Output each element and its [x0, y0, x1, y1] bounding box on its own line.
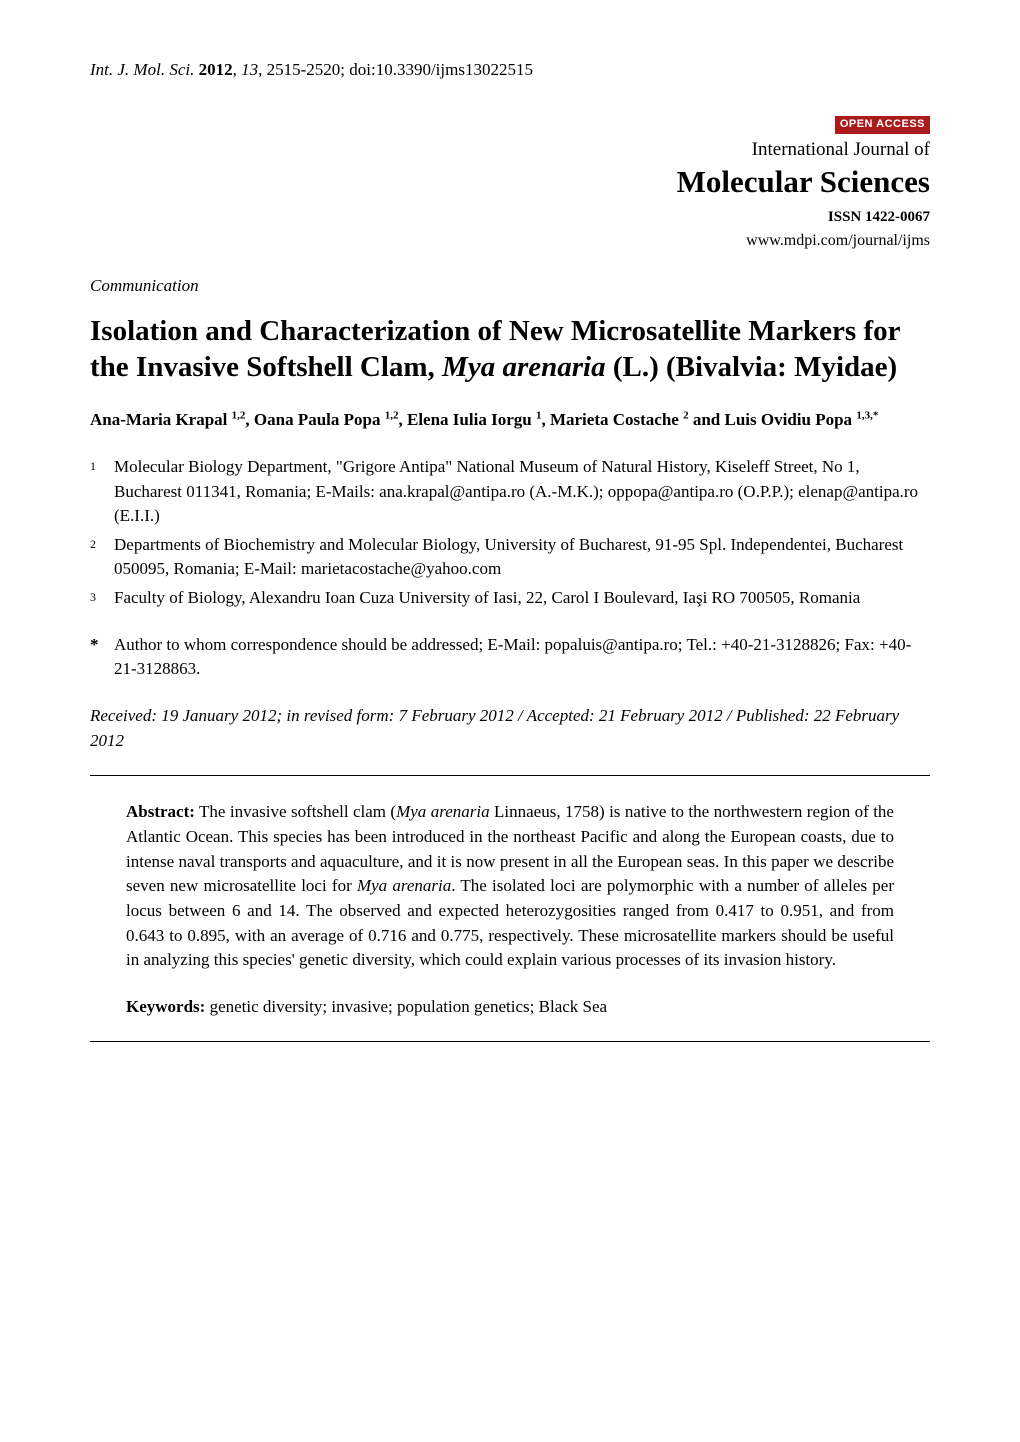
citation-year: 2012: [199, 60, 233, 79]
abstract-species: Mya arenaria: [396, 802, 490, 821]
affiliations: 1 Molecular Biology Department, "Grigore…: [90, 455, 930, 611]
abstract: Abstract: The invasive softshell clam (M…: [90, 800, 930, 972]
abstract-species: Mya arenaria: [357, 876, 451, 895]
journal-block: OPEN ACCESS International Journal of Mol…: [90, 111, 930, 253]
citation-line: Int. J. Mol. Sci. 2012, 13, 2515-2520; d…: [90, 58, 930, 83]
title-post: (L.) (Bivalvia: Myidae): [606, 351, 898, 383]
affiliation-text: Molecular Biology Department, "Grigore A…: [114, 455, 930, 529]
keywords-text: genetic diversity; invasive; population …: [205, 997, 607, 1016]
article-dates: Received: 19 January 2012; in revised fo…: [90, 704, 930, 753]
author: Marieta Costache: [550, 410, 679, 429]
open-access-badge: OPEN ACCESS: [835, 116, 930, 134]
author-sup: 2: [683, 410, 689, 422]
correspondence-star: *: [90, 633, 114, 682]
journal-name-sub: International Journal of: [90, 136, 930, 164]
journal-issn: ISSN 1422-0067: [90, 207, 930, 229]
divider: [90, 775, 930, 776]
citation-volume: 13: [241, 60, 258, 79]
correspondence-text: Author to whom correspondence should be …: [114, 633, 930, 682]
divider: [90, 1041, 930, 1042]
citation-pages: 2515-2520: [267, 60, 341, 79]
author: Elena Iulia Iorgu: [407, 410, 532, 429]
correspondence: * Author to whom correspondence should b…: [90, 633, 930, 682]
affiliation-text: Faculty of Biology, Alexandru Ioan Cuza …: [114, 586, 930, 611]
keywords-label: Keywords:: [126, 997, 205, 1016]
journal-name-main: Molecular Sciences: [90, 160, 930, 205]
affiliation-num: 2: [90, 533, 114, 582]
author-sup: 1: [536, 410, 542, 422]
affiliation-row: 2 Departments of Biochemistry and Molecu…: [90, 533, 930, 582]
affiliation-num: 1: [90, 455, 114, 529]
citation-doi: doi:10.3390/ijms13022515: [349, 60, 533, 79]
keywords: Keywords: genetic diversity; invasive; p…: [90, 995, 930, 1020]
affiliation-num: 3: [90, 586, 114, 611]
author-sup: 1,2: [385, 410, 399, 422]
journal-url: www.mdpi.com/journal/ijms: [90, 229, 930, 252]
affiliation-row: 3 Faculty of Biology, Alexandru Ioan Cuz…: [90, 586, 930, 611]
author: Ana-Maria Krapal: [90, 410, 227, 429]
author-sup: 1,2: [232, 410, 246, 422]
title-species: Mya arenaria: [442, 351, 606, 383]
author-sup: 1,3,*: [856, 410, 878, 422]
author: Luis Ovidiu Popa: [725, 410, 853, 429]
authors: Ana-Maria Krapal 1,2, Oana Paula Popa 1,…: [90, 407, 930, 433]
article-title: Isolation and Characterization of New Mi…: [90, 313, 930, 386]
author: Oana Paula Popa: [254, 410, 381, 429]
abstract-label: Abstract:: [126, 802, 195, 821]
journal-abbrev: Int. J. Mol. Sci.: [90, 60, 194, 79]
affiliation-text: Departments of Biochemistry and Molecula…: [114, 533, 930, 582]
affiliation-row: 1 Molecular Biology Department, "Grigore…: [90, 455, 930, 529]
abstract-text: The invasive softshell clam (: [195, 802, 396, 821]
article-type: Communication: [90, 274, 930, 299]
